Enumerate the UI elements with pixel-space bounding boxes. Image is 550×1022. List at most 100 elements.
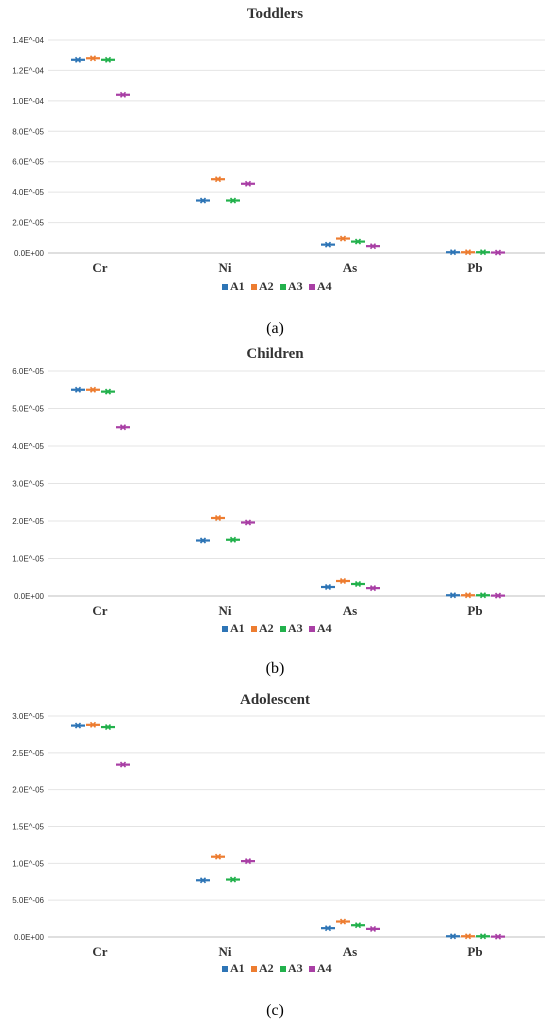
y-tick-label: 0.0E+00 bbox=[14, 592, 45, 601]
x-category-label: As bbox=[343, 260, 357, 275]
data-point-a2-as bbox=[336, 235, 350, 242]
x-category-label: Pb bbox=[467, 944, 482, 959]
y-tick-label: 2.0E^-05 bbox=[12, 517, 44, 526]
data-point-a3-cr bbox=[101, 388, 115, 395]
legend-swatch bbox=[222, 284, 228, 290]
y-tick-label: 5.0E^-05 bbox=[12, 405, 44, 414]
data-point-a3-as bbox=[351, 238, 365, 245]
data-point-a3-as bbox=[351, 580, 365, 588]
data-point-a4-ni bbox=[241, 180, 255, 187]
chart-adolescent: Adolescent 0.0E+00 5.0E^-06 1.0E^-05 1.5E^-0… bbox=[12, 692, 545, 1019]
legend-label: A1 bbox=[230, 961, 245, 975]
data-point-a1-ni bbox=[196, 537, 210, 544]
data-point-a3-as bbox=[351, 922, 365, 929]
data-point-a3-pb bbox=[476, 249, 490, 256]
y-tick-label: 0.0E+00 bbox=[14, 933, 45, 942]
legend-label: A3 bbox=[288, 961, 303, 975]
legend-label: A2 bbox=[259, 621, 274, 635]
x-category-label: Cr bbox=[92, 603, 107, 618]
y-tick-label: 8.0E^-05 bbox=[12, 127, 44, 136]
figure-caption: (b) bbox=[266, 660, 285, 677]
chart-children: Children 0.0E+00 1.0E^-05 2.0E^-05 3.0E^-05 4… bbox=[12, 346, 545, 677]
data-point-a1-as bbox=[321, 241, 335, 248]
y-tick-label: 0.0E+00 bbox=[14, 249, 45, 258]
legend-item-a4: A4 bbox=[309, 279, 332, 293]
data-point-a3-cr bbox=[101, 723, 115, 731]
legend-label: A3 bbox=[288, 621, 303, 635]
data-point-a4-cr bbox=[116, 761, 130, 768]
y-tick-label: 3.0E^-05 bbox=[12, 712, 44, 721]
x-category-label: Cr bbox=[92, 944, 107, 959]
legend-swatch bbox=[309, 626, 315, 632]
legend-swatch bbox=[251, 284, 257, 290]
x-category-label: Pb bbox=[467, 603, 482, 618]
data-point-a1-as bbox=[321, 925, 335, 932]
x-category-label: As bbox=[343, 603, 357, 618]
data-point-a2-cr bbox=[86, 386, 100, 393]
legend-swatch bbox=[251, 626, 257, 632]
chart-toddlers: Toddlers 0.0E+00 2.0E^-05 4.0E^-05 6.0E^-05 8… bbox=[12, 6, 545, 337]
legend-label: A1 bbox=[230, 621, 245, 635]
legend-item-a4: A4 bbox=[309, 961, 332, 975]
legend-item-a3: A3 bbox=[280, 279, 303, 293]
legend-swatch bbox=[309, 966, 315, 972]
figure-caption: (c) bbox=[266, 1002, 284, 1019]
data-point-a1-as bbox=[321, 583, 335, 591]
data-point-a3-cr bbox=[101, 56, 115, 63]
y-tick-label: 1.4E^-04 bbox=[12, 36, 44, 45]
legend-swatch bbox=[280, 626, 286, 632]
legend-swatch bbox=[222, 626, 228, 632]
data-point-a4-cr bbox=[116, 91, 130, 98]
legend-label: A2 bbox=[259, 961, 274, 975]
legend-item-a3: A3 bbox=[280, 621, 303, 635]
legend-label: A4 bbox=[317, 621, 332, 635]
data-point-a3-pb bbox=[476, 933, 490, 940]
data-point-a2-ni bbox=[211, 853, 225, 860]
data-point-a1-cr bbox=[71, 386, 85, 393]
x-category-label: Cr bbox=[92, 260, 107, 275]
x-category-label: Ni bbox=[219, 260, 232, 275]
chart-title: Toddlers bbox=[247, 6, 303, 22]
y-tick-label: 3.0E^-05 bbox=[12, 480, 44, 489]
data-point-a4-as bbox=[366, 585, 380, 592]
data-point-a2-ni bbox=[211, 514, 225, 522]
data-point-a4-pb bbox=[491, 592, 505, 599]
legend-label: A2 bbox=[259, 279, 274, 293]
legend-label: A3 bbox=[288, 279, 303, 293]
y-tick-label: 4.0E^-05 bbox=[12, 188, 44, 197]
data-point-a3-ni bbox=[226, 876, 240, 883]
legend-label: A1 bbox=[230, 279, 245, 293]
legend-item-a1: A1 bbox=[222, 621, 245, 635]
y-tick-label: 2.0E^-05 bbox=[12, 219, 44, 228]
data-point-a3-ni bbox=[226, 536, 240, 543]
legend-label: A4 bbox=[317, 279, 332, 293]
data-point-a3-pb bbox=[476, 592, 490, 599]
x-category-label: Ni bbox=[219, 944, 232, 959]
legend-item-a2: A2 bbox=[251, 621, 274, 635]
y-tick-label: 6.0E^-05 bbox=[12, 367, 44, 376]
y-tick-label: 1.2E^-04 bbox=[12, 66, 44, 75]
data-point-a4-ni bbox=[241, 519, 255, 526]
data-point-a3-ni bbox=[226, 197, 240, 204]
data-point-a1-pb bbox=[446, 592, 460, 599]
legend-item-a4: A4 bbox=[309, 621, 332, 635]
data-point-a4-as bbox=[366, 243, 380, 250]
legend-item-a1: A1 bbox=[222, 279, 245, 293]
data-point-a2-as bbox=[336, 918, 350, 925]
data-point-a4-ni bbox=[241, 858, 255, 865]
data-point-a4-as bbox=[366, 925, 380, 932]
data-point-a1-ni bbox=[196, 197, 210, 204]
data-point-a2-cr bbox=[86, 721, 100, 728]
legend-swatch bbox=[251, 966, 257, 972]
data-point-a1-cr bbox=[71, 56, 85, 63]
data-point-a1-pb bbox=[446, 933, 460, 940]
y-tick-label: 2.0E^-05 bbox=[12, 786, 44, 795]
legend-swatch bbox=[280, 284, 286, 290]
y-tick-label: 6.0E^-05 bbox=[12, 158, 44, 167]
legend-item-a1: A1 bbox=[222, 961, 245, 975]
data-point-a1-ni bbox=[196, 877, 210, 884]
data-point-a4-pb bbox=[491, 249, 505, 256]
x-category-label: Ni bbox=[219, 603, 232, 618]
y-tick-label: 2.5E^-05 bbox=[12, 749, 44, 758]
